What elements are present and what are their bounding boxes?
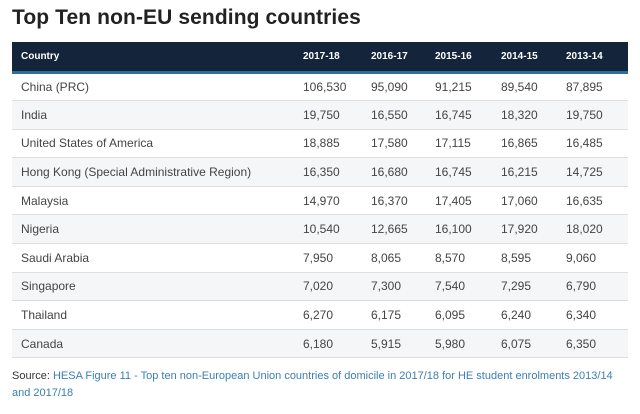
cell-value-2013-14: 87,895 (566, 72, 628, 102)
table-row: Thailand 6,270 6,175 6,095 6,240 6,340 (12, 300, 628, 330)
cell-value-2015-16: 6,095 (435, 300, 501, 330)
cell-value-2014-15: 6,240 (501, 300, 566, 330)
column-header-2016-17: 2016-17 (371, 42, 435, 74)
cell-value-2017-18: 18,885 (303, 129, 371, 159)
cell-value-2013-14: 16,485 (566, 129, 628, 159)
cell-country: Saudi Arabia (12, 243, 303, 273)
cell-value-2013-14: 6,790 (566, 272, 628, 302)
table-row: Hong Kong (Special Administrative Region… (12, 157, 628, 187)
cell-value-2014-15: 17,060 (501, 186, 566, 216)
cell-value-2014-15: 18,320 (501, 100, 566, 130)
cell-value-2016-17: 7,300 (371, 272, 435, 302)
cell-value-2013-14: 19,750 (566, 100, 628, 130)
cell-value-2015-16: 8,570 (435, 243, 501, 273)
cell-value-2015-16: 17,115 (435, 129, 501, 159)
cell-value-2013-14: 6,340 (566, 300, 628, 330)
cell-value-2014-15: 16,215 (501, 157, 566, 187)
cell-value-2017-18: 7,020 (303, 272, 371, 302)
cell-value-2015-16: 7,540 (435, 272, 501, 302)
table-row: India 19,750 16,550 16,745 18,320 19,750 (12, 100, 628, 130)
cell-value-2016-17: 12,665 (371, 214, 435, 245)
cell-value-2014-15: 8,595 (501, 243, 566, 273)
cell-value-2014-15: 6,075 (501, 329, 566, 359)
cell-value-2013-14: 18,020 (566, 214, 628, 245)
cell-value-2017-18: 19,750 (303, 100, 371, 130)
data-table: Country 2017-18 2016-17 2015-16 2014-15 2013-… (12, 42, 628, 359)
cell-value-2016-17: 16,680 (371, 157, 435, 187)
cell-country: China (PRC) (12, 72, 303, 102)
cell-country: Malaysia (12, 186, 303, 216)
cell-value-2013-14: 14,725 (566, 157, 628, 187)
cell-value-2015-16: 16,745 (435, 157, 501, 187)
cell-country: United States of America (12, 129, 303, 159)
column-header-2013-14: 2013-14 (566, 42, 628, 74)
column-header-2014-15: 2014-15 (501, 42, 566, 74)
source-link[interactable]: HESA Figure 11 - Top ten non-European Un… (12, 370, 613, 399)
cell-value-2014-15: 17,920 (501, 214, 566, 245)
cell-value-2016-17: 16,550 (371, 100, 435, 130)
cell-value-2014-15: 7,295 (501, 272, 566, 302)
cell-country: India (12, 100, 303, 130)
cell-value-2015-16: 17,405 (435, 186, 501, 216)
cell-value-2016-17: 16,370 (371, 186, 435, 216)
table-row: United States of America 18,885 17,580 17,1… (12, 129, 628, 159)
cell-value-2013-14: 16,635 (566, 186, 628, 216)
table-row: Malaysia 14,970 16,370 17,405 17,060 16,635 (12, 186, 628, 216)
cell-value-2017-18: 7,950 (303, 243, 371, 273)
source-note: Source: HESA Figure 11 - Top ten non-Eur… (12, 368, 626, 402)
cell-value-2016-17: 5,915 (371, 329, 435, 359)
cell-value-2015-16: 16,745 (435, 100, 501, 130)
source-label: Source: (12, 370, 53, 382)
table-row: Singapore 7,020 7,300 7,540 7,295 6,790 (12, 272, 628, 302)
cell-value-2017-18: 14,970 (303, 186, 371, 216)
cell-country: Canada (12, 329, 303, 359)
cell-value-2013-14: 6,350 (566, 329, 628, 359)
cell-value-2016-17: 6,175 (371, 300, 435, 330)
cell-value-2015-16: 16,100 (435, 214, 501, 245)
cell-country: Hong Kong (Special Administrative Region… (12, 157, 303, 187)
page-title: Top Ten non-EU sending countries (12, 6, 361, 29)
cell-value-2015-16: 5,980 (435, 329, 501, 359)
table-row: Canada 6,180 5,915 5,980 6,075 6,350 (12, 329, 628, 359)
cell-value-2013-14: 9,060 (566, 243, 628, 273)
table-header-row: Country 2017-18 2016-17 2015-16 2014-15 2013-… (12, 42, 628, 74)
cell-value-2017-18: 16,350 (303, 157, 371, 187)
cell-value-2016-17: 8,065 (371, 243, 435, 273)
cell-country: Singapore (12, 272, 303, 302)
cell-value-2016-17: 95,090 (371, 72, 435, 102)
cell-value-2017-18: 106,530 (303, 72, 371, 102)
cell-value-2017-18: 6,270 (303, 300, 371, 330)
cell-country: Thailand (12, 300, 303, 330)
cell-value-2014-15: 89,540 (501, 72, 566, 102)
table-row: China (PRC) 106,530 95,090 91,215 89,540 87,8… (12, 72, 628, 102)
column-header-country: Country (12, 42, 303, 74)
cell-value-2014-15: 16,865 (501, 129, 566, 159)
cell-value-2017-18: 6,180 (303, 329, 371, 359)
table-row: Nigeria 10,540 12,665 16,100 17,920 18,020 (12, 214, 628, 245)
cell-value-2015-16: 91,215 (435, 72, 501, 102)
cell-value-2016-17: 17,580 (371, 129, 435, 159)
column-header-2017-18: 2017-18 (303, 42, 371, 74)
table-row: Saudi Arabia 7,950 8,065 8,570 8,595 9,060 (12, 243, 628, 273)
column-header-2015-16: 2015-16 (435, 42, 501, 74)
table-body: China (PRC) 106,530 95,090 91,215 89,540 87,8… (12, 72, 628, 359)
cell-country: Nigeria (12, 214, 303, 245)
cell-value-2017-18: 10,540 (303, 214, 371, 245)
